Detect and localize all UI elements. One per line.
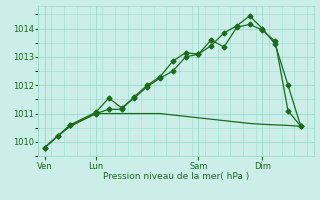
X-axis label: Pression niveau de la mer( hPa ): Pression niveau de la mer( hPa ) bbox=[103, 172, 249, 181]
